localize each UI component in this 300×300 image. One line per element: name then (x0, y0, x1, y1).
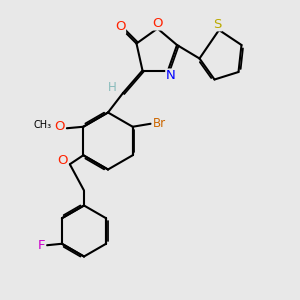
Text: H: H (108, 81, 117, 94)
Text: O: O (57, 154, 68, 167)
Text: CH₃: CH₃ (33, 120, 51, 130)
Text: O: O (115, 20, 125, 34)
Text: F: F (38, 239, 45, 252)
Text: O: O (54, 120, 64, 133)
Text: O: O (152, 16, 163, 30)
Text: Br: Br (152, 117, 166, 130)
Text: S: S (213, 17, 222, 31)
Text: N: N (166, 69, 176, 82)
